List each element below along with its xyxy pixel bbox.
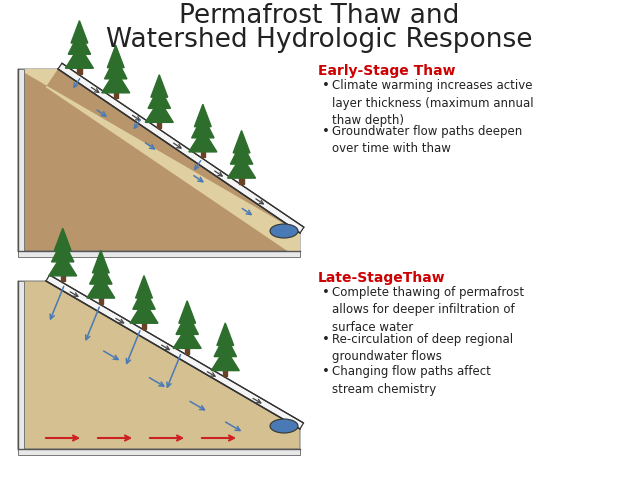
Polygon shape	[191, 115, 214, 138]
Polygon shape	[230, 142, 253, 164]
Polygon shape	[173, 326, 201, 348]
Text: Re-circulation of deep regional
groundwater flows: Re-circulation of deep regional groundwa…	[332, 332, 513, 363]
Text: •: •	[322, 332, 330, 345]
Polygon shape	[18, 449, 300, 455]
Polygon shape	[71, 21, 88, 43]
Polygon shape	[233, 131, 250, 153]
Text: •: •	[322, 286, 330, 299]
Polygon shape	[68, 32, 91, 54]
Polygon shape	[176, 312, 198, 334]
Polygon shape	[239, 175, 244, 184]
Polygon shape	[148, 86, 170, 108]
Text: Complete thawing of permafrost
allows for deeper infiltration of
surface water: Complete thawing of permafrost allows fo…	[332, 286, 524, 334]
Polygon shape	[151, 75, 168, 97]
Text: •: •	[322, 79, 330, 92]
Polygon shape	[18, 281, 300, 449]
Polygon shape	[18, 69, 300, 255]
Polygon shape	[214, 334, 237, 356]
Text: Late-StageThaw: Late-StageThaw	[318, 271, 445, 285]
Polygon shape	[136, 275, 152, 298]
Polygon shape	[66, 46, 93, 68]
Text: Groundwater flow paths deepen
over time with thaw: Groundwater flow paths deepen over time …	[332, 125, 523, 155]
Polygon shape	[77, 66, 82, 74]
Polygon shape	[217, 323, 234, 345]
Polygon shape	[211, 348, 239, 371]
Ellipse shape	[270, 224, 298, 238]
Polygon shape	[89, 262, 112, 284]
Polygon shape	[18, 281, 24, 449]
Polygon shape	[99, 295, 103, 304]
Polygon shape	[145, 100, 174, 122]
Polygon shape	[107, 45, 124, 68]
Polygon shape	[54, 228, 71, 251]
Polygon shape	[185, 346, 189, 354]
Polygon shape	[201, 149, 205, 158]
Polygon shape	[195, 104, 211, 127]
Polygon shape	[18, 251, 300, 257]
Text: Changing flow paths affect
stream chemistry: Changing flow paths affect stream chemis…	[332, 365, 491, 396]
Polygon shape	[18, 69, 24, 251]
Text: Permafrost Thaw and: Permafrost Thaw and	[179, 3, 459, 29]
Polygon shape	[223, 368, 227, 376]
Polygon shape	[142, 320, 146, 329]
Polygon shape	[48, 253, 77, 276]
Ellipse shape	[270, 419, 298, 433]
Polygon shape	[105, 57, 127, 79]
Polygon shape	[58, 63, 304, 233]
Polygon shape	[189, 129, 217, 152]
Text: Early-Stage Thaw: Early-Stage Thaw	[318, 64, 456, 78]
Polygon shape	[114, 90, 118, 99]
Polygon shape	[133, 287, 155, 309]
Text: Watershed Hydrologic Response: Watershed Hydrologic Response	[106, 27, 532, 53]
Polygon shape	[228, 156, 256, 178]
Polygon shape	[101, 70, 130, 93]
Polygon shape	[130, 301, 158, 323]
Polygon shape	[93, 251, 109, 273]
Text: •: •	[322, 365, 330, 378]
Polygon shape	[179, 301, 196, 323]
Polygon shape	[157, 120, 161, 128]
Text: •: •	[322, 125, 330, 137]
Polygon shape	[46, 275, 304, 429]
Polygon shape	[18, 69, 300, 251]
Text: Climate warming increases active
layer thickness (maximum annual
thaw depth): Climate warming increases active layer t…	[332, 79, 533, 127]
Polygon shape	[61, 273, 65, 282]
Polygon shape	[87, 276, 115, 298]
Polygon shape	[52, 240, 74, 262]
